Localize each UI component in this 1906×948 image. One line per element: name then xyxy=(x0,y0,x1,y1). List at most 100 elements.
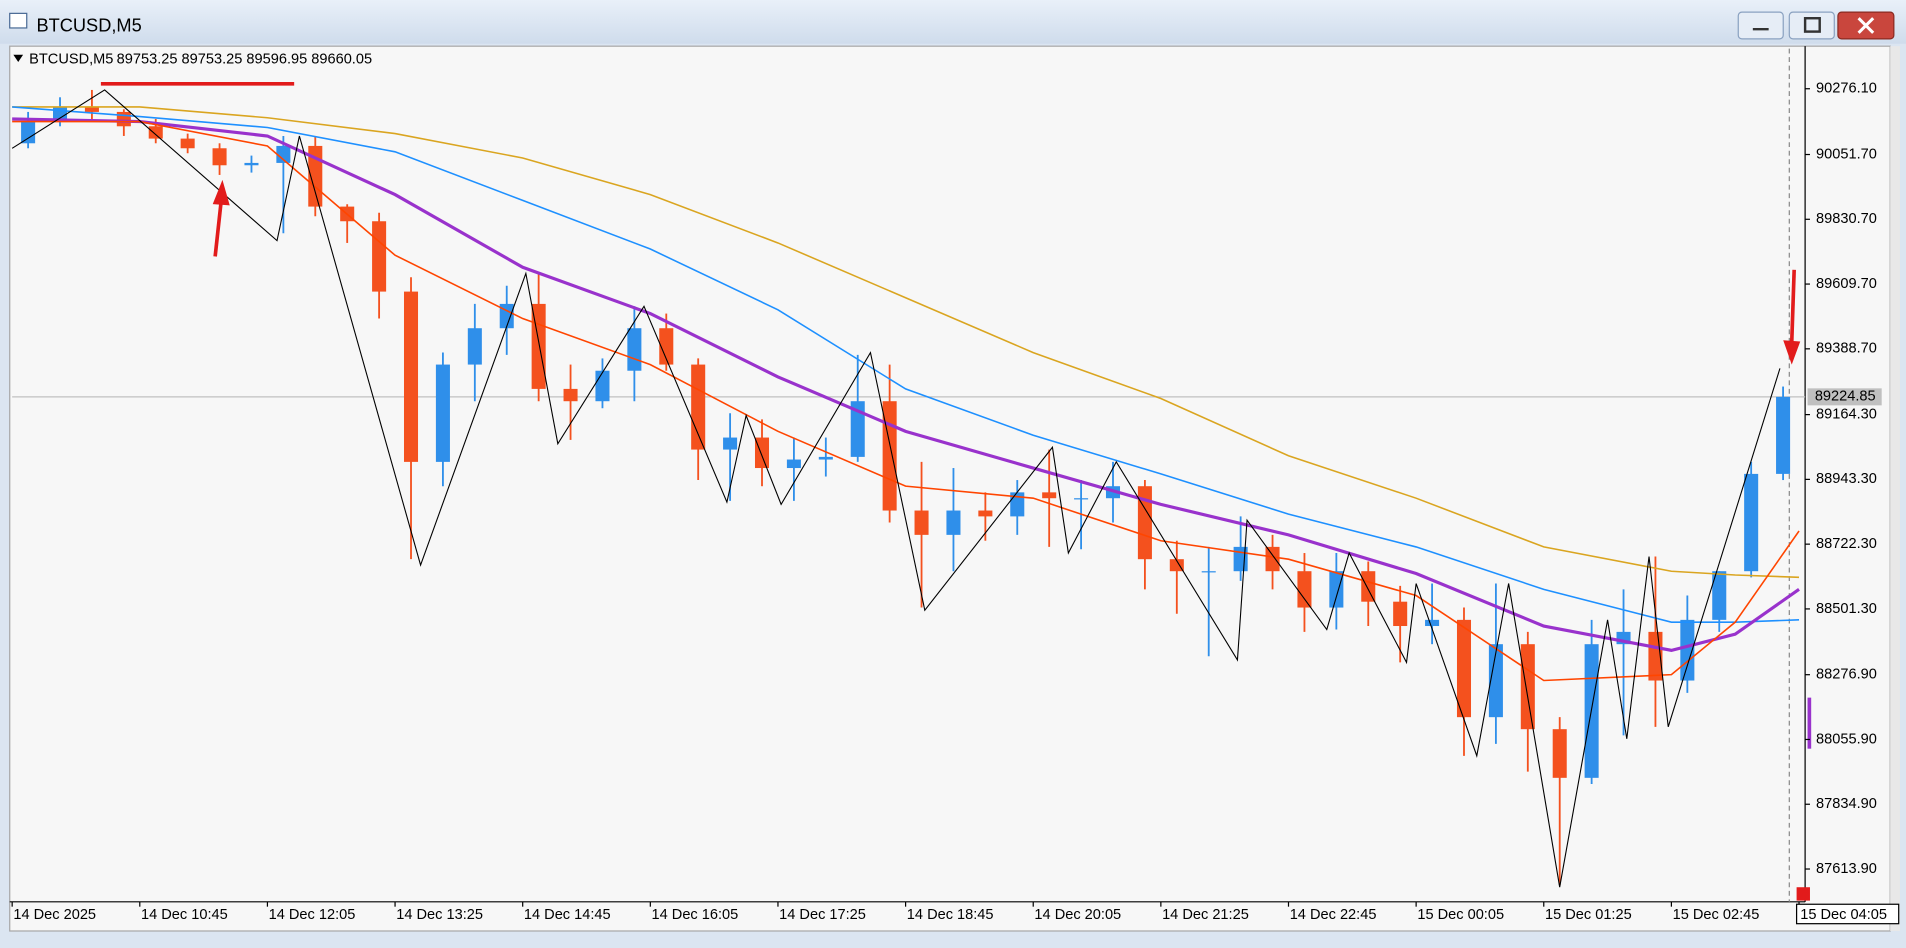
candle-body xyxy=(1329,571,1344,608)
y-tick-label: 88055.90 xyxy=(1816,731,1877,747)
y-tick-label: 88943.30 xyxy=(1816,471,1877,487)
window-controls[interactable] xyxy=(1737,11,1895,40)
candle-body xyxy=(1488,644,1503,718)
candle-body xyxy=(1552,729,1567,778)
x-tick-label: 15 Dec 00:05 xyxy=(1417,907,1504,923)
candle-body xyxy=(1425,619,1440,627)
chart-symbol: BTCUSD,M5 xyxy=(29,51,113,67)
candle-body xyxy=(1137,486,1152,560)
window-title: BTCUSD,M5 xyxy=(36,15,141,36)
ohlc-header: 89753.25 89753.25 89596.95 89660.05 xyxy=(117,51,372,67)
candle-body xyxy=(1361,571,1376,602)
candle-body xyxy=(659,328,674,365)
candle-body xyxy=(946,510,961,535)
candle-body xyxy=(467,328,482,365)
x-tick-label: 14 Dec 21:25 xyxy=(1162,907,1249,923)
candle-body xyxy=(978,510,993,517)
close-icon xyxy=(1857,17,1875,34)
candle-body xyxy=(818,456,833,460)
x-tick-label: 15 Dec 02:45 xyxy=(1673,907,1760,923)
candle-body xyxy=(403,291,419,462)
y-tick-label: 90051.70 xyxy=(1816,146,1877,162)
y-tick-label: 89830.70 xyxy=(1816,211,1877,227)
annotation-arrow xyxy=(213,200,224,257)
candle-body xyxy=(1169,559,1184,572)
x-tick-label: 14 Dec 18:45 xyxy=(907,907,994,923)
x-tick-label: 14 Dec 16:05 xyxy=(652,907,739,923)
dropdown-icon[interactable] xyxy=(13,54,24,62)
scrollbar xyxy=(1890,46,1900,931)
y-tick-label: 89388.70 xyxy=(1816,341,1877,357)
x-tick-label: 14 Dec 17:25 xyxy=(779,907,866,923)
candle-body xyxy=(1233,546,1248,572)
candle-body xyxy=(595,370,610,402)
candle-body xyxy=(180,138,195,149)
x-tick-label: 14 Dec 14:45 xyxy=(524,907,611,923)
x-tick-label: 14 Dec 20:05 xyxy=(1034,907,1121,923)
y-tick-label: 88501.30 xyxy=(1816,601,1877,617)
current-price-box xyxy=(1807,388,1882,406)
candle-body xyxy=(244,162,259,166)
indicator-line xyxy=(12,106,1800,579)
candle-body xyxy=(116,111,131,127)
candle-body xyxy=(1074,498,1089,500)
candle-body xyxy=(1297,571,1312,608)
candle-body xyxy=(372,221,387,292)
chart-area xyxy=(9,45,1891,932)
annotation-arrowhead xyxy=(1783,340,1801,365)
candle-body xyxy=(1010,492,1025,517)
indicator-line xyxy=(11,89,1781,888)
x-tick-label: 14 Dec 2025 xyxy=(13,907,96,923)
candle-body xyxy=(435,364,450,462)
candle-body xyxy=(499,303,514,329)
candle-body xyxy=(84,106,99,112)
window-icon xyxy=(9,12,28,29)
candle-body xyxy=(1393,601,1408,627)
candle-body xyxy=(1776,396,1791,474)
indicator-line xyxy=(12,106,1800,623)
candle-body xyxy=(850,401,865,457)
candle-body xyxy=(21,121,36,144)
candle-body xyxy=(1520,644,1535,730)
y-tick-label: 89609.70 xyxy=(1816,276,1877,292)
candle-body xyxy=(754,437,770,469)
y-tick-label: 87613.90 xyxy=(1816,861,1877,877)
annotation-arrow xyxy=(1789,269,1796,343)
x-tick-label: 14 Dec 12:05 xyxy=(269,907,356,923)
candle-body xyxy=(1712,571,1727,620)
candle-body xyxy=(276,145,291,163)
y-tick-label: 88722.30 xyxy=(1816,536,1877,552)
candle-body xyxy=(723,437,738,450)
minimize-button[interactable] xyxy=(1737,11,1784,40)
candle-body xyxy=(691,364,706,450)
y-tick-label: 88276.90 xyxy=(1816,667,1877,683)
title-bar xyxy=(0,0,1906,44)
candle-body xyxy=(212,148,227,166)
maximize-icon xyxy=(1803,17,1821,33)
x-tick-label: 14 Dec 22:45 xyxy=(1290,907,1377,923)
x-tick-label: 15 Dec 01:25 xyxy=(1545,907,1632,923)
current-price-label: 89224.85 xyxy=(1815,389,1876,405)
candle-body xyxy=(148,126,163,139)
corner-marker xyxy=(1796,887,1810,901)
candle-body xyxy=(563,388,578,402)
candle-body xyxy=(786,459,801,469)
indicator-line xyxy=(12,117,1800,652)
y-tick-label: 89164.30 xyxy=(1816,406,1877,422)
annotation-arrowhead xyxy=(212,179,230,206)
candle-body xyxy=(1456,619,1472,718)
y-tick-label: 90276.10 xyxy=(1816,81,1877,97)
indicator-marker xyxy=(1807,697,1812,749)
candle-body xyxy=(1201,571,1216,573)
candle-body xyxy=(914,510,929,535)
candle-body xyxy=(1042,492,1057,499)
annotations xyxy=(13,54,1812,901)
candle-body xyxy=(627,328,642,371)
candle-body xyxy=(1265,546,1280,572)
y-tick-label: 87834.90 xyxy=(1816,796,1877,812)
x-tick-box xyxy=(1795,903,1900,925)
maximize-button[interactable] xyxy=(1788,11,1835,40)
indicator-line xyxy=(12,120,1800,682)
